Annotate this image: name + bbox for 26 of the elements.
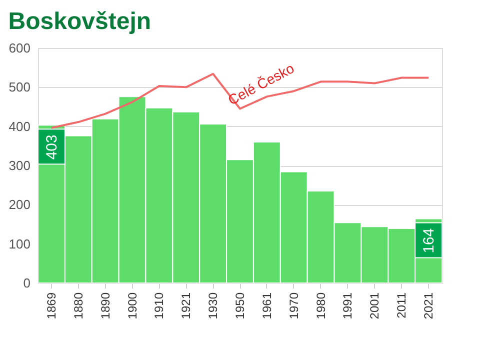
x-tick-label: 1900 — [125, 292, 140, 320]
y-tick-label: 600 — [8, 40, 30, 56]
y-tick-label: 500 — [8, 80, 30, 95]
y-tick-label: 400 — [8, 118, 30, 134]
x-tick-label: 1921 — [179, 292, 194, 320]
x-tick-label: 2011 — [394, 292, 409, 318]
x-tick-label: 1910 — [152, 292, 166, 320]
x-tick-label: 1890 — [98, 292, 112, 320]
y-tick-label: 300 — [8, 158, 30, 173]
y-tick-label: 0 — [23, 276, 30, 290]
x-tick-label: 1869 — [44, 292, 58, 320]
chart-title: Boskovštejn — [8, 8, 152, 35]
x-tick-label: 1930 — [206, 292, 220, 320]
data-label: 164 — [420, 228, 438, 254]
x-tick-label: 1950 — [233, 292, 247, 320]
x-tick-label: 1991 — [340, 292, 355, 320]
text: Celé Česko — [225, 60, 297, 108]
y-tick-label: 200 — [8, 197, 30, 212]
y-tick-label: 100 — [8, 236, 30, 252]
x-tick-label: 1880 — [71, 292, 86, 320]
x-tick-label: 1961 — [260, 292, 274, 320]
x-tick-label: 1970 — [286, 292, 301, 320]
data-label: 403 — [43, 134, 60, 160]
x-tick-label: 2021 — [422, 292, 436, 320]
x-tick-label: 1980 — [314, 292, 328, 320]
x-tick-label: 2001 — [368, 292, 382, 320]
